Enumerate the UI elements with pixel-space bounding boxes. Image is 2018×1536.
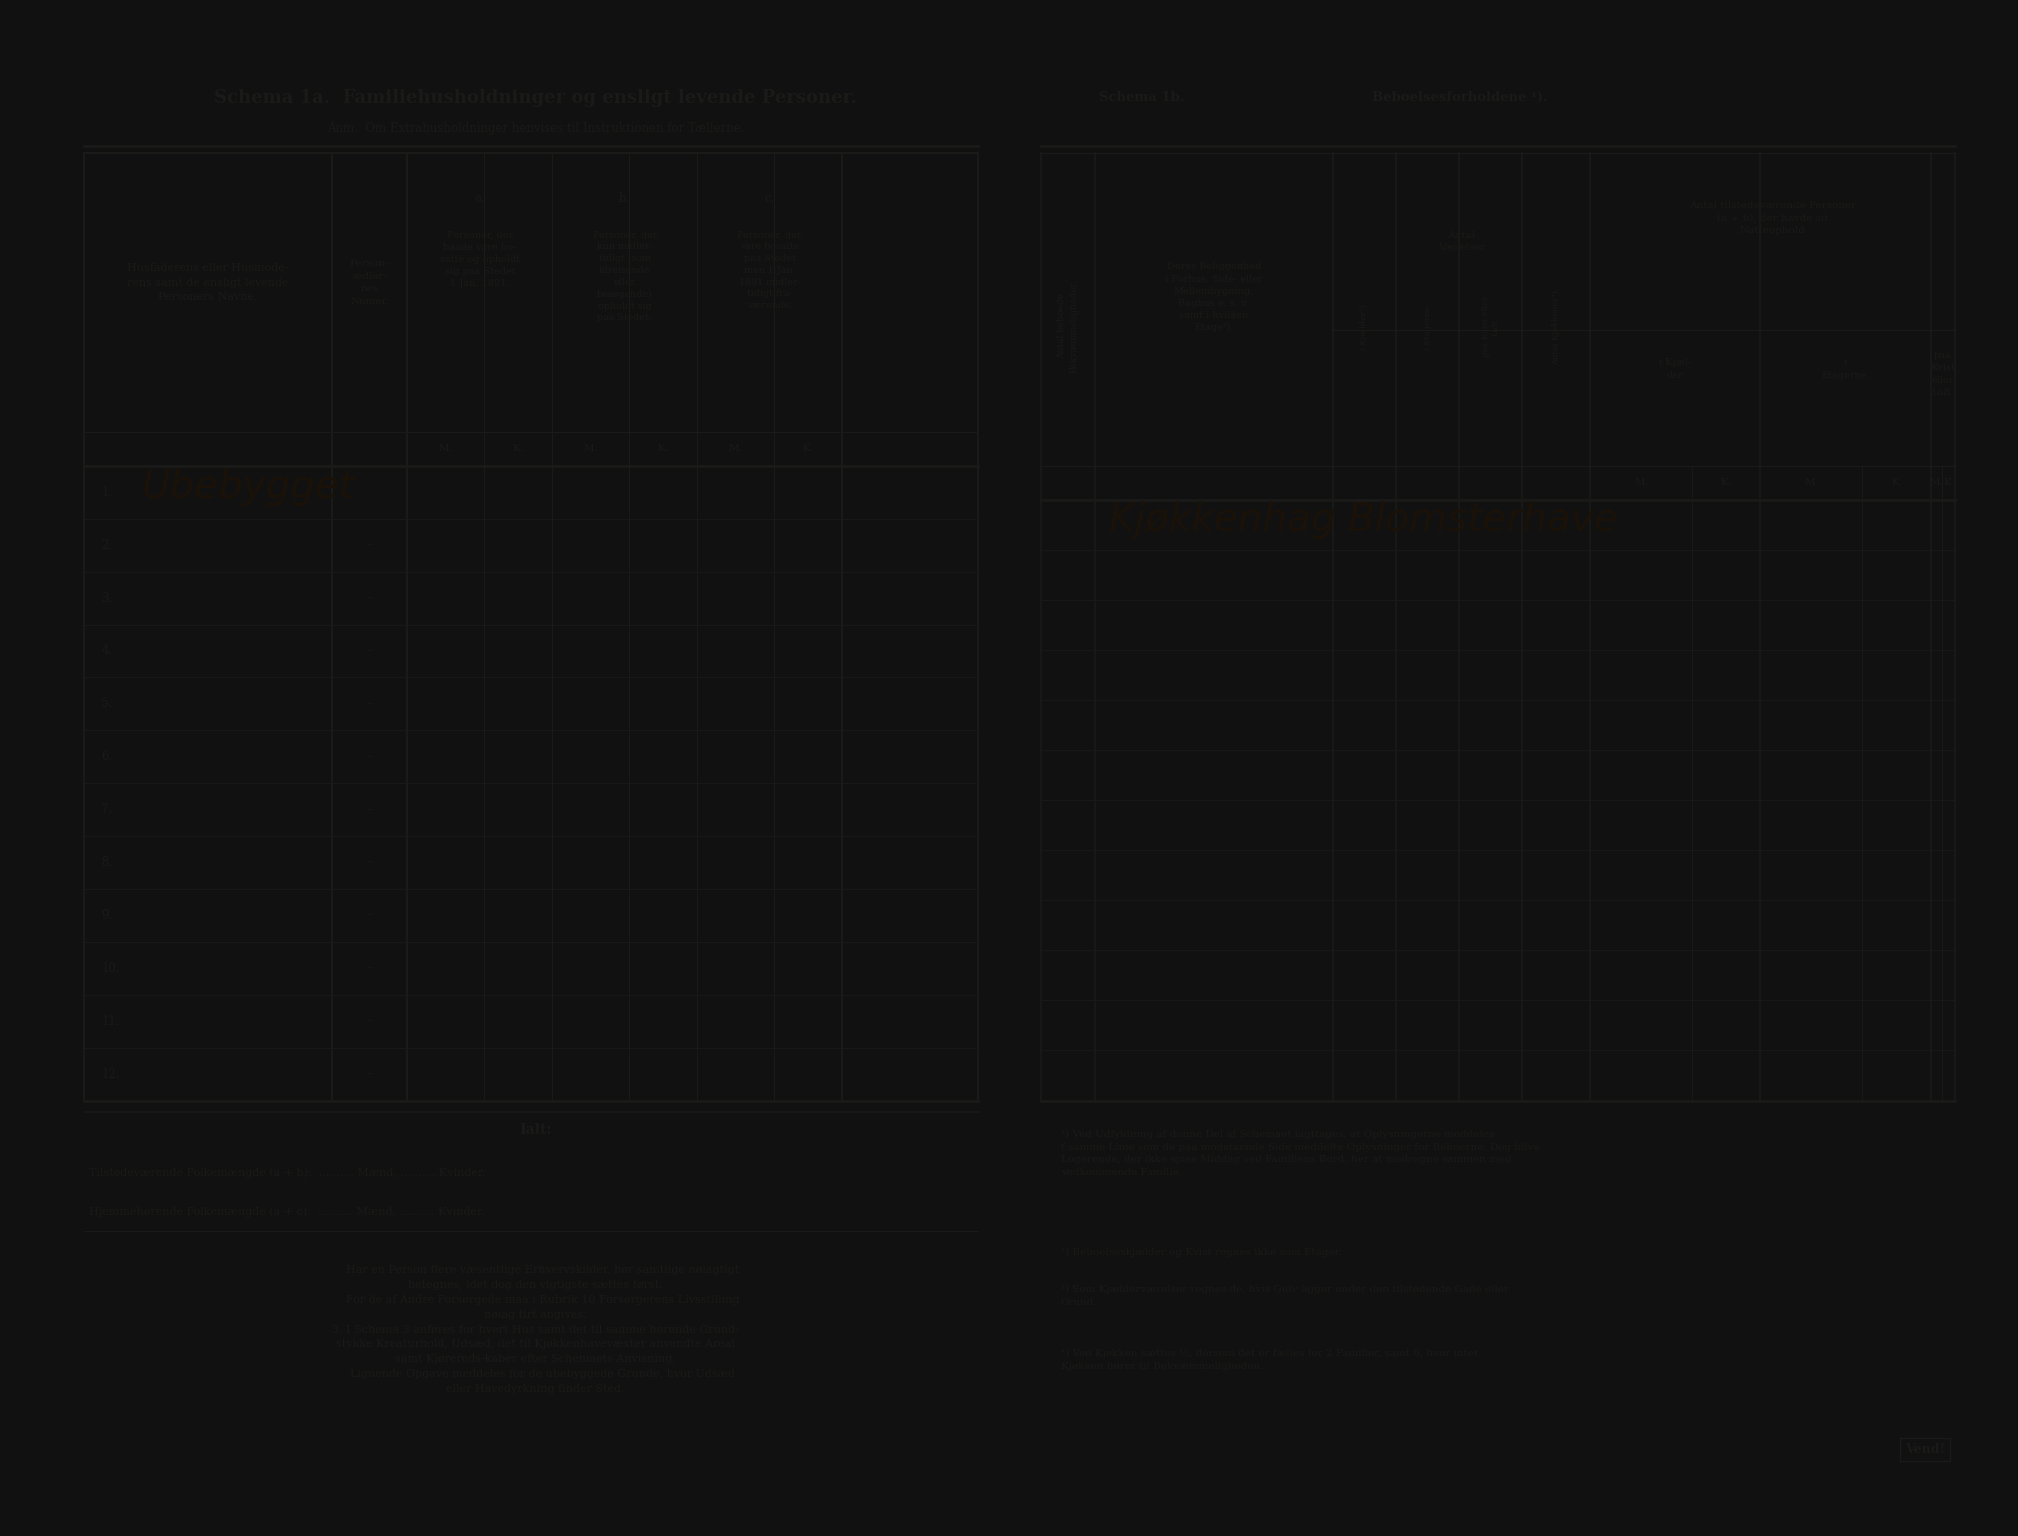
Text: paa
Kvist
eller
Loft.: paa Kvist eller Loft. [1931, 350, 1955, 396]
Text: ²) Beboelseskjælder og Kvist regnes ikke som Etager.: ²) Beboelseskjælder og Kvist regnes ikke… [1061, 1247, 1342, 1256]
Text: Deres Beliggenhed
i Forhus, Side- eller
Mellembygning,
Baghus o. s. v.
samt i hv: Deres Beliggenhed i Forhus, Side- eller … [1164, 263, 1263, 332]
Text: 9.: 9. [101, 909, 113, 922]
Text: c.: c. [765, 192, 775, 204]
Text: -: - [367, 856, 371, 869]
Text: i Etagerne.: i Etagerne. [1423, 303, 1431, 350]
Text: 11.: 11. [101, 1015, 119, 1028]
Text: Ialt:: Ialt: [519, 1123, 553, 1137]
Text: 10.: 10. [101, 962, 119, 975]
Text: Personer, der
baade vare bo-
satte og opholdt
sig paa Stedet
1 Jan. 1891.: Personer, der baade vare bo- satte og op… [440, 230, 521, 287]
Text: Anm.  Om Extrahusholdninger henvises til Instruktionen for Tællerne.: Anm. Om Extrahusholdninger henvises til … [327, 121, 745, 135]
Text: K.: K. [513, 444, 525, 453]
Text: M.: M. [728, 444, 743, 453]
Text: Tilstedeværende Folkemængde (a + b):  .......... Mænd, .......... Kvinder.: Tilstedeværende Folkemængde (a + b): ...… [89, 1167, 484, 1178]
Text: K.: K. [803, 444, 813, 453]
Text: Person-
sedler-
nes
Numer.: Person- sedler- nes Numer. [349, 260, 389, 306]
Text: -: - [367, 644, 371, 657]
Text: -: - [367, 750, 371, 763]
Text: Ubebygget: Ubebygget [141, 468, 355, 507]
Text: 4.: 4. [101, 645, 113, 657]
Text: 6.: 6. [101, 750, 113, 763]
Text: Antal
Værelser: Antal Værelser [1439, 230, 1485, 252]
Text: ³) Som Kjælderværelser regnes de, hvis Gulv ligger under den tilstødende Gade el: ³) Som Kjælderværelser regnes de, hvis G… [1061, 1284, 1509, 1307]
Text: M.: M. [1804, 478, 1818, 487]
Text: K.: K. [1721, 478, 1731, 487]
Text: Hjemmehørende Folkemængde (a + c):  .......... Mænd, .......... Kvinder.: Hjemmehørende Folkemængde (a + c): .....… [89, 1207, 484, 1217]
Text: a.: a. [474, 192, 484, 204]
Text: -: - [367, 1068, 371, 1081]
Text: i Kjæl-
der.: i Kjæl- der. [1659, 358, 1691, 379]
Text: Personer, der
kun midler-
tidigt (som
tilreisende
eller
besøgende)
opholdt sig
p: Personer, der kun midler- tidigt (som ti… [593, 230, 656, 323]
Text: -: - [367, 697, 371, 711]
Text: paa Kvist eller
Loft.: paa Kvist eller Loft. [1481, 296, 1499, 356]
Text: Schema 1a.  Familiehusholdninger og ensligt levende Personer.: Schema 1a. Familiehusholdninger og ensli… [214, 89, 858, 106]
Text: Har en Person flere væsentlige Erhvervskilder, bør samtlige nøiagtigt
betegnes, : Har en Person flere væsentlige Erhvervsk… [331, 1266, 739, 1393]
Text: Beboelsesforholdene ¹).: Beboelsesforholdene ¹). [1372, 91, 1548, 104]
Text: K.: K. [1891, 478, 1903, 487]
Text: K.: K. [658, 444, 668, 453]
Text: i Kjælder²).: i Kjælder²). [1360, 303, 1368, 350]
Text: ¹) Ved Udfyldning af denne Del af Schemaet iagttages, at Oplysningerne meddeles
: ¹) Ved Udfyldning af denne Del af Schema… [1061, 1129, 1540, 1177]
Text: -: - [367, 538, 371, 551]
Text: -: - [367, 591, 371, 605]
Text: Husfaderens eller Husmode-
rens samt de ensligt levende
Personers Navne.: Husfaderens eller Husmode- rens samt de … [127, 263, 289, 303]
Text: 5.: 5. [101, 697, 113, 710]
Text: Personer, der
vare bosatte
paa Stedet
men 1 Jan.
1891 midler-
tidigt fra-
værend: Personer, der vare bosatte paa Stedet me… [737, 230, 801, 310]
Text: -: - [367, 803, 371, 817]
Text: M.: M. [1929, 478, 1943, 487]
Text: 7.: 7. [101, 803, 113, 816]
Text: Antal tilstedeværende Personer
(a + b), der havde sit
Natteophold: Antal tilstedeværende Personer (a + b), … [1689, 201, 1857, 235]
Text: M.: M. [438, 444, 452, 453]
Text: ⁴) Ved Kjøkken sættes ½, dersom det er fælles for 2 Familier, samt 0, hvor intet: ⁴) Ved Kjøkken sættes ½, dersom det er f… [1061, 1349, 1477, 1370]
Text: Antal beboede
Bekvæmmeligheder.: Antal beboede Bekvæmmeligheder. [1057, 280, 1078, 373]
Text: K.: K. [1943, 478, 1953, 487]
Text: 3.: 3. [101, 591, 113, 605]
Text: Antal Kjøkkener⁴).: Antal Kjøkkener⁴). [1552, 287, 1560, 366]
Text: Schema 1b.: Schema 1b. [1100, 91, 1185, 104]
Text: Kjøkkenhag Blomsterhave: Kjøkkenhag Blomsterhave [1110, 501, 1618, 539]
Text: b.: b. [620, 192, 630, 204]
Text: 2.: 2. [101, 539, 113, 551]
Text: -: - [367, 1014, 371, 1028]
Text: 12.: 12. [101, 1068, 119, 1081]
Text: 1.: 1. [101, 485, 113, 499]
Text: Vend!: Vend! [1905, 1442, 1945, 1456]
Text: M.: M. [1635, 478, 1649, 487]
Text: i
Etagerne.: i Etagerne. [1820, 358, 1871, 379]
Text: M.: M. [583, 444, 597, 453]
Text: 8.: 8. [101, 856, 113, 869]
Text: -: - [367, 962, 371, 975]
Text: -: - [367, 908, 371, 923]
